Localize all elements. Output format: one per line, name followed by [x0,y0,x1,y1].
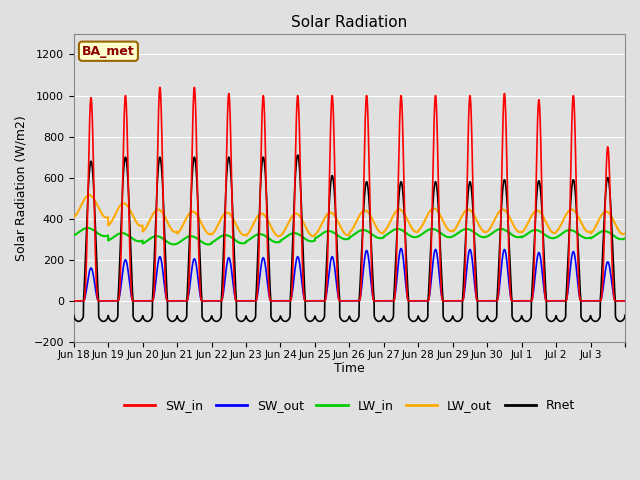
LW_in [528,228,536,234]
Title: Solar Radiation: Solar Radiation [291,15,408,30]
Line: SW_out: SW_out [74,249,625,301]
LW_in [400,228,408,234]
Rnet [70,312,77,318]
Rnet [400,198,408,204]
SW_in [621,298,629,304]
LW_in [184,234,192,240]
SW_in [500,91,508,97]
SW_in [528,298,536,304]
Rnet [501,177,509,183]
Rnet [621,312,629,318]
LW_in [621,236,629,241]
LW_in [84,225,92,231]
SW_out [528,298,536,303]
LW_out [370,220,378,226]
SW_in [542,298,550,303]
Y-axis label: Solar Radiation (W/m2): Solar Radiation (W/m2) [15,115,28,261]
LW_out [400,210,408,216]
Rnet [247,319,255,324]
Rnet [370,296,378,301]
Line: LW_in: LW_in [74,228,625,244]
Rnet [184,273,192,279]
SW_out [184,295,192,301]
SW_in [370,298,378,304]
LW_out [542,219,550,225]
LW_out [528,213,536,218]
LW_out [70,214,77,220]
Legend: SW_in, SW_out, LW_in, LW_out, Rnet: SW_in, SW_out, LW_in, LW_out, Rnet [119,395,580,417]
Rnet [294,152,301,158]
SW_out [370,298,378,303]
Line: SW_in: SW_in [74,87,625,301]
LW_in [501,227,509,233]
SW_out [70,298,77,304]
SW_out [542,298,550,303]
SW_in [156,84,164,90]
SW_out [621,298,629,304]
LW_in [370,233,378,239]
Line: LW_out: LW_out [74,195,625,236]
SW_out [397,246,405,252]
LW_in [170,241,177,247]
SW_in [70,298,77,304]
Rnet [542,293,550,299]
Line: Rnet: Rnet [74,155,625,322]
LW_in [542,233,550,239]
LW_out [184,212,192,218]
SW_out [399,257,407,263]
SW_in [184,293,192,299]
LW_out [501,207,509,213]
SW_in [399,156,407,162]
Rnet [528,292,536,298]
LW_out [86,192,93,198]
X-axis label: Time: Time [334,362,365,375]
LW_in [70,232,77,238]
Text: BA_met: BA_met [82,45,135,58]
LW_out [621,231,629,237]
SW_out [500,247,508,252]
LW_out [309,233,317,239]
